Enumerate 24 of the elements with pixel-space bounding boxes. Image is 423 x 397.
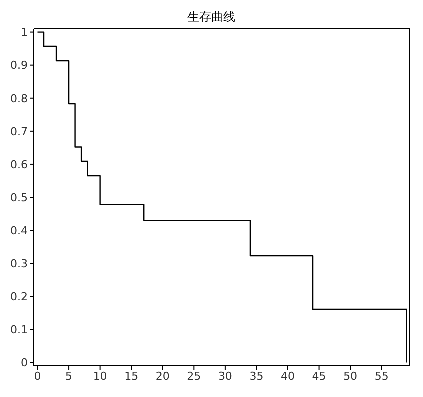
x-tick-label: 25 (187, 370, 202, 383)
y-tick-label: 0.4 (10, 224, 28, 238)
y-tick-label: 0.8 (10, 92, 28, 106)
y-tick-label: 0.9 (10, 59, 28, 72)
y-tick-label: 0.5 (10, 191, 28, 204)
y-tick-label: 0.1 (10, 324, 28, 337)
x-tick-label: 20 (156, 370, 170, 383)
y-tick-label: 0.7 (10, 125, 28, 138)
chart-title: 生存曲线 (186, 9, 236, 26)
x-tick-label: 45 (312, 370, 326, 383)
y-tick-label: 0.2 (10, 290, 28, 304)
x-tick-label: 50 (344, 370, 358, 383)
y-tick-label: 0.6 (10, 158, 28, 172)
y-tick-label: 1 (21, 26, 28, 40)
y-tick-label: 0 (21, 356, 28, 370)
x-tick-label: 30 (218, 370, 232, 383)
x-tick-label: 0 (34, 370, 42, 383)
x-tick-label: 35 (250, 370, 264, 383)
x-tick-label: 55 (374, 370, 389, 383)
x-tick-label: 5 (66, 370, 73, 383)
x-tick-label: 10 (93, 370, 108, 383)
y-tick-label: 0.3 (10, 257, 28, 270)
x-tick-label: 40 (281, 370, 296, 383)
x-tick-label: 15 (124, 370, 139, 383)
